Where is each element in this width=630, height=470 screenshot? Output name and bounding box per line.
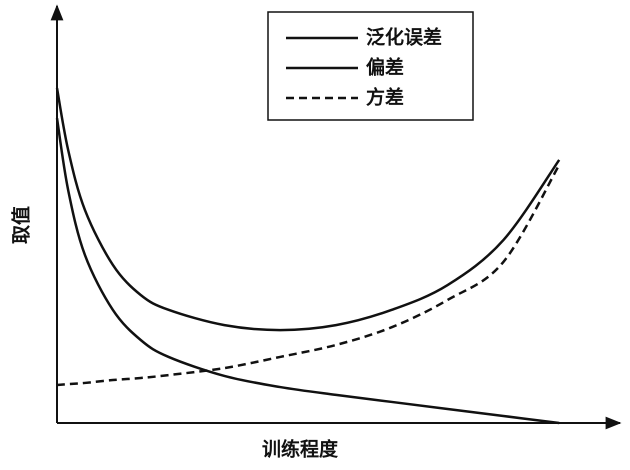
line-series	[56, 164, 561, 387]
line-series	[55, 118, 560, 425]
y-axis-label: 取值	[10, 206, 33, 244]
legend-label: 泛化误差	[366, 26, 442, 49]
x-axis-label: 训练程度	[262, 438, 339, 461]
legend-label: 偏差	[366, 56, 404, 79]
legend-label: 方差	[366, 86, 404, 109]
legend-box	[267, 11, 474, 121]
line-series	[55, 87, 561, 332]
